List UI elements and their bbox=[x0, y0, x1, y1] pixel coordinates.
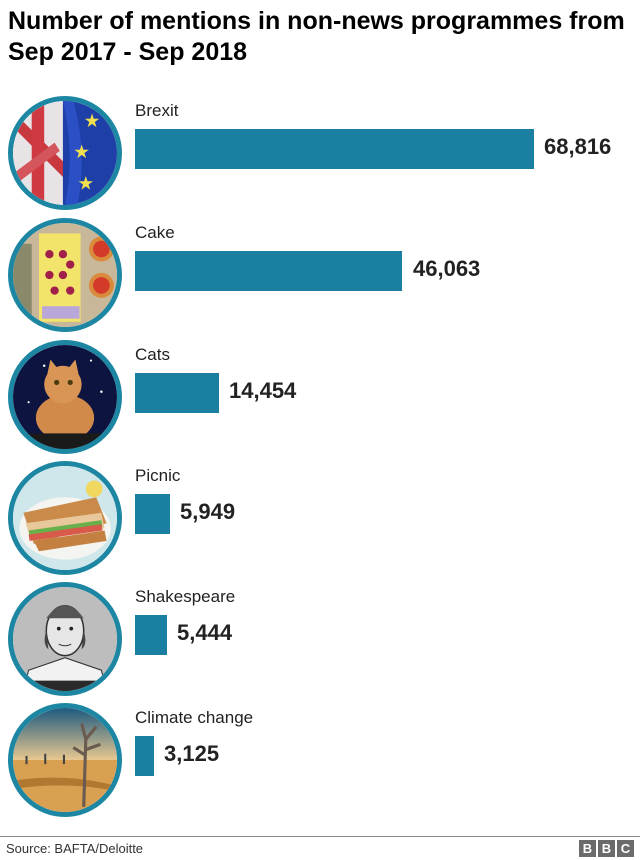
bar-label: Cats bbox=[135, 345, 170, 364]
cake-icon bbox=[8, 218, 122, 332]
cat-icon bbox=[8, 340, 122, 454]
chart-row-climate-change: Climate change 3,125 bbox=[0, 703, 640, 823]
bar-label: Picnic bbox=[135, 466, 181, 485]
svg-text:★: ★ bbox=[84, 110, 101, 131]
chart-row-shakespeare: Shakespeare 5,444 bbox=[0, 582, 640, 702]
svg-text:★: ★ bbox=[77, 172, 94, 193]
bar-label: Cake bbox=[135, 223, 175, 242]
bar-brexit bbox=[135, 129, 534, 169]
bar-value: 68,816 bbox=[544, 134, 612, 159]
bbc-logo: B B C bbox=[579, 840, 634, 857]
bbc-logo-letter: C bbox=[617, 840, 634, 857]
chart-row-brexit: ★ ★ ★ Brexit 68,816 bbox=[0, 96, 640, 216]
brexit-flags-icon: ★ ★ ★ bbox=[8, 96, 122, 210]
bar-value: 14,454 bbox=[229, 378, 297, 403]
chart-row-picnic: Picnic 5,949 bbox=[0, 461, 640, 581]
bar-picnic bbox=[135, 494, 170, 534]
bbc-logo-letter: B bbox=[579, 840, 596, 857]
chart-row-cake: Cake 46,063 bbox=[0, 218, 640, 338]
bar-label: Brexit bbox=[135, 101, 179, 120]
bar-climate-change bbox=[135, 736, 154, 776]
bbc-logo-letter: B bbox=[598, 840, 615, 857]
shakespeare-portrait-icon bbox=[8, 582, 122, 696]
bar-value: 5,444 bbox=[177, 620, 233, 645]
dead-tree-desert-icon bbox=[8, 703, 122, 817]
bar-value: 46,063 bbox=[413, 256, 481, 281]
sandwich-icon bbox=[8, 461, 122, 575]
bar-label: Climate change bbox=[135, 708, 254, 727]
bar-cats bbox=[135, 373, 219, 413]
svg-text:★: ★ bbox=[73, 141, 90, 162]
chart-title: Number of mentions in non-news programme… bbox=[8, 7, 625, 66]
footer-divider bbox=[0, 836, 640, 837]
bar-value: 5,949 bbox=[180, 499, 236, 524]
bar-value: 3,125 bbox=[164, 741, 220, 766]
bar-cake bbox=[135, 251, 402, 291]
chart-row-cats: Cats 14,454 bbox=[0, 340, 640, 460]
bar-label: Shakespeare bbox=[135, 587, 236, 606]
source-note: Source: BAFTA/Deloitte bbox=[6, 841, 144, 856]
bar-shakespeare bbox=[135, 615, 167, 655]
